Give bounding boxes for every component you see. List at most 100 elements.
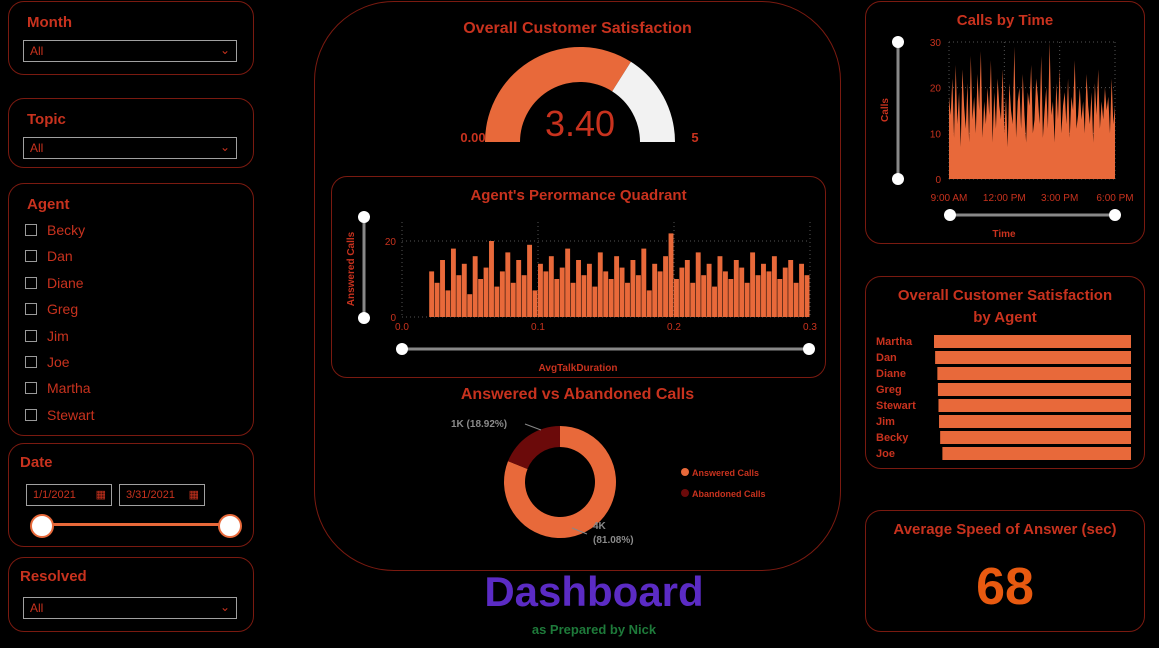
- quadrant-bar[interactable]: [771, 256, 777, 317]
- quadrant-bar[interactable]: [554, 279, 560, 317]
- date-slider-start-handle[interactable]: [30, 514, 54, 538]
- quadrant-bar[interactable]: [804, 275, 810, 317]
- agent-option-stewart[interactable]: Stewart: [25, 405, 94, 425]
- quadrant-bar[interactable]: [744, 282, 750, 317]
- quadrant-bar[interactable]: [619, 267, 625, 317]
- quadrant-bar[interactable]: [782, 267, 788, 317]
- quadrant-bar[interactable]: [597, 252, 603, 317]
- calls-x-slider-right-handle[interactable]: [1109, 209, 1121, 221]
- agent-satisfaction-bar[interactable]: [940, 431, 1131, 444]
- quadrant-bar[interactable]: [467, 294, 473, 317]
- quadrant-x-slider-right-handle[interactable]: [803, 343, 815, 355]
- quadrant-bar[interactable]: [603, 271, 609, 317]
- resolved-dropdown[interactable]: All ⌄: [23, 597, 237, 619]
- quadrant-bar[interactable]: [527, 244, 533, 317]
- quadrant-bar[interactable]: [499, 271, 505, 317]
- agent-satisfaction-bar[interactable]: [938, 399, 1131, 412]
- agent-option-martha[interactable]: Martha: [25, 378, 91, 398]
- quadrant-x-slider-left-handle[interactable]: [396, 343, 408, 355]
- calls-x-slider-left-handle[interactable]: [944, 209, 956, 221]
- agent-satisfaction-bar[interactable]: [937, 383, 1131, 396]
- quadrant-bar[interactable]: [505, 252, 511, 317]
- date-slider-track[interactable]: [41, 523, 227, 526]
- quadrant-bar[interactable]: [712, 286, 717, 317]
- quadrant-bar[interactable]: [706, 263, 712, 317]
- quadrant-bar[interactable]: [750, 252, 756, 317]
- quadrant-bar[interactable]: [625, 282, 630, 317]
- agent-option-dan[interactable]: Dan: [25, 246, 73, 266]
- quadrant-bar[interactable]: [690, 282, 696, 317]
- quadrant-bar[interactable]: [717, 256, 723, 317]
- agent-checkbox[interactable]: [25, 356, 37, 368]
- calls-y-slider-top-handle[interactable]: [892, 36, 904, 48]
- month-dropdown[interactable]: All ⌄: [23, 40, 237, 62]
- end-date-input[interactable]: 3/31/2021 ▦: [119, 484, 205, 506]
- quadrant-bar[interactable]: [668, 233, 674, 317]
- quadrant-bar[interactable]: [434, 282, 440, 317]
- calendar-icon[interactable]: ▦: [95, 489, 106, 501]
- agent-checkbox[interactable]: [25, 408, 37, 421]
- quadrant-bar[interactable]: [576, 260, 581, 317]
- quadrant-bar[interactable]: [478, 279, 484, 317]
- agent-satisfaction-bar[interactable]: [937, 367, 1131, 380]
- quadrant-bar[interactable]: [429, 271, 435, 317]
- quadrant-bar[interactable]: [494, 286, 500, 317]
- calls-y-slider-bottom-handle[interactable]: [892, 173, 904, 185]
- quadrant-bar[interactable]: [793, 282, 799, 317]
- quadrant-bar[interactable]: [614, 256, 620, 317]
- quadrant-bar[interactable]: [472, 256, 478, 317]
- quadrant-y-slider-bottom-handle[interactable]: [358, 312, 370, 324]
- quadrant-bar[interactable]: [450, 248, 456, 317]
- quadrant-bar[interactable]: [483, 267, 489, 317]
- quadrant-bar[interactable]: [728, 279, 734, 317]
- agent-option-jim[interactable]: Jim: [25, 326, 69, 346]
- quadrant-bar[interactable]: [635, 275, 641, 317]
- quadrant-bar[interactable]: [570, 282, 576, 317]
- quadrant-bar[interactable]: [516, 260, 522, 317]
- quadrant-bar[interactable]: [799, 263, 805, 317]
- quadrant-bar[interactable]: [788, 260, 794, 317]
- agent-checkbox[interactable]: [25, 224, 37, 236]
- quadrant-bar[interactable]: [652, 263, 658, 317]
- quadrant-bar[interactable]: [559, 267, 565, 317]
- quadrant-bar[interactable]: [761, 263, 766, 317]
- quadrant-bar[interactable]: [489, 241, 494, 317]
- calendar-icon[interactable]: ▦: [188, 489, 199, 501]
- agent-checkbox[interactable]: [25, 303, 37, 316]
- quadrant-bar[interactable]: [548, 256, 554, 317]
- quadrant-bar[interactable]: [777, 279, 783, 317]
- quadrant-bar[interactable]: [695, 252, 701, 317]
- quadrant-bar[interactable]: [538, 263, 543, 317]
- agent-option-diane[interactable]: Diane: [25, 273, 84, 293]
- quadrant-bar[interactable]: [581, 275, 587, 317]
- quadrant-bar[interactable]: [701, 275, 707, 317]
- agent-option-greg[interactable]: Greg: [25, 299, 78, 319]
- quadrant-bar[interactable]: [646, 290, 652, 317]
- agent-checkbox[interactable]: [25, 329, 37, 342]
- quadrant-bar[interactable]: [461, 263, 467, 317]
- legend-label-answered[interactable]: Answered Calls: [692, 468, 759, 478]
- quadrant-bar[interactable]: [755, 275, 761, 317]
- quadrant-bar[interactable]: [532, 290, 538, 317]
- quadrant-bar[interactable]: [679, 267, 685, 317]
- quadrant-bar[interactable]: [521, 275, 527, 317]
- quadrant-bar[interactable]: [657, 271, 663, 317]
- quadrant-bar[interactable]: [739, 267, 745, 317]
- quadrant-bar[interactable]: [592, 286, 598, 317]
- quadrant-bar[interactable]: [733, 260, 739, 317]
- agent-satisfaction-bar[interactable]: [939, 415, 1131, 428]
- legend-label-abandoned[interactable]: Abandoned Calls: [692, 489, 766, 499]
- start-date-input[interactable]: 1/1/2021 ▦: [26, 484, 112, 506]
- quadrant-bar[interactable]: [565, 248, 571, 317]
- agent-checkbox[interactable]: [25, 276, 37, 289]
- quadrant-bar[interactable]: [608, 279, 614, 317]
- date-slider-end-handle[interactable]: [218, 514, 242, 538]
- quadrant-bar[interactable]: [510, 282, 516, 317]
- agent-satisfaction-bar[interactable]: [935, 351, 1131, 364]
- agent-checkbox[interactable]: [25, 250, 37, 263]
- agent-satisfaction-bar[interactable]: [942, 447, 1131, 460]
- quadrant-bar[interactable]: [722, 271, 728, 317]
- quadrant-bar[interactable]: [456, 275, 462, 317]
- quadrant-bar[interactable]: [440, 260, 445, 317]
- quadrant-bar[interactable]: [445, 290, 451, 317]
